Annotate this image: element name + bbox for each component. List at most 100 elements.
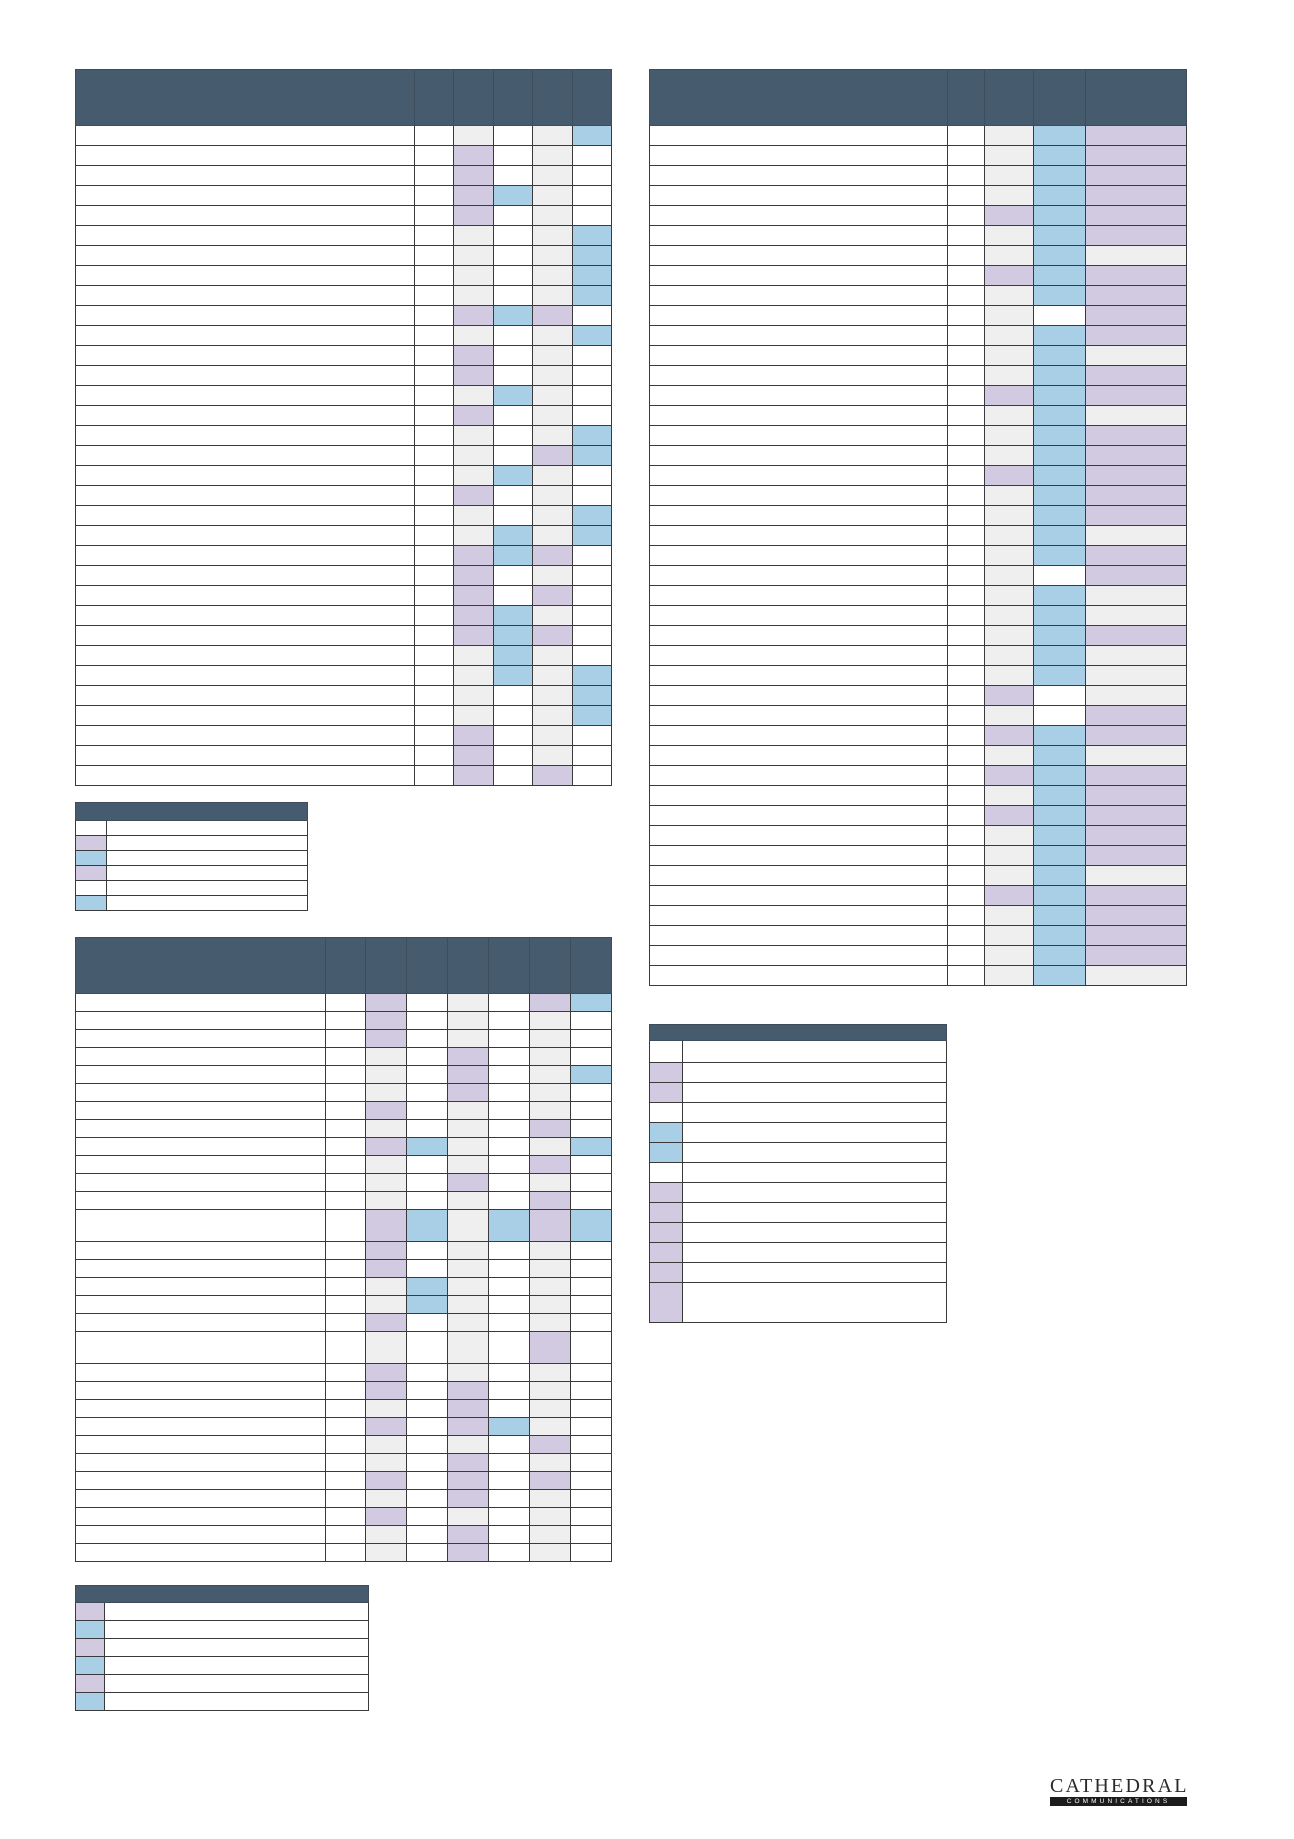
row-label-cell bbox=[75, 1525, 326, 1544]
status-cell bbox=[414, 525, 454, 546]
header-cell bbox=[493, 69, 533, 126]
status-cell bbox=[1033, 905, 1086, 926]
table-row bbox=[649, 225, 1187, 246]
legend-label-cell bbox=[682, 1242, 947, 1263]
status-cell bbox=[1033, 705, 1086, 726]
status-cell bbox=[532, 485, 573, 506]
row-label-cell bbox=[649, 725, 948, 746]
status-cell bbox=[1085, 505, 1187, 526]
status-cell bbox=[325, 1029, 366, 1048]
legend-row bbox=[649, 1062, 947, 1083]
status-cell bbox=[414, 765, 454, 786]
status-cell bbox=[325, 1417, 366, 1436]
status-cell bbox=[570, 1435, 612, 1454]
status-cell bbox=[365, 1381, 407, 1400]
status-cell bbox=[570, 1453, 612, 1472]
status-cell bbox=[572, 285, 612, 306]
row-label-cell bbox=[649, 125, 948, 146]
status-cell bbox=[325, 1259, 366, 1278]
status-cell bbox=[572, 445, 612, 466]
status-cell bbox=[947, 665, 985, 686]
status-cell bbox=[414, 365, 454, 386]
legend-row bbox=[649, 1142, 947, 1163]
table-row bbox=[649, 965, 1187, 986]
status-cell bbox=[365, 1155, 407, 1174]
legend-swatch bbox=[649, 1142, 683, 1163]
status-cell bbox=[414, 565, 454, 586]
status-cell bbox=[453, 225, 494, 246]
status-cell bbox=[447, 1029, 489, 1048]
status-cell bbox=[947, 725, 985, 746]
status-cell bbox=[572, 765, 612, 786]
legend-swatch bbox=[649, 1082, 683, 1103]
status-cell bbox=[532, 565, 573, 586]
status-cell bbox=[414, 465, 454, 486]
legend-row bbox=[75, 1656, 369, 1675]
status-cell bbox=[529, 1399, 571, 1418]
legend-row bbox=[75, 1692, 369, 1711]
status-cell bbox=[447, 993, 489, 1012]
status-cell bbox=[325, 1331, 366, 1364]
status-cell bbox=[572, 645, 612, 666]
status-cell bbox=[414, 245, 454, 266]
status-cell bbox=[570, 1047, 612, 1066]
row-label-cell bbox=[75, 625, 415, 646]
row-label-cell bbox=[75, 145, 415, 166]
status-cell bbox=[947, 545, 985, 566]
status-cell bbox=[453, 325, 494, 346]
status-cell bbox=[1085, 585, 1187, 606]
table-row bbox=[75, 225, 612, 246]
status-cell bbox=[984, 585, 1034, 606]
header-cell bbox=[984, 69, 1034, 126]
status-cell bbox=[1085, 665, 1187, 686]
table-row bbox=[75, 265, 612, 286]
row-label-cell bbox=[75, 265, 415, 286]
legend-label-cell bbox=[104, 1602, 369, 1621]
row-label-cell bbox=[649, 185, 948, 206]
legend-row bbox=[649, 1162, 947, 1183]
table-row bbox=[75, 665, 612, 686]
status-cell bbox=[984, 205, 1034, 226]
status-cell bbox=[1085, 745, 1187, 766]
status-cell bbox=[1085, 205, 1187, 226]
header-cell bbox=[406, 937, 448, 994]
legend-header bbox=[649, 1024, 947, 1041]
status-cell bbox=[325, 1065, 366, 1084]
legend-row bbox=[75, 820, 308, 836]
status-cell bbox=[1033, 845, 1086, 866]
status-cell bbox=[325, 1047, 366, 1066]
status-cell bbox=[365, 1435, 407, 1454]
status-cell bbox=[365, 1259, 407, 1278]
status-cell bbox=[570, 1381, 612, 1400]
header-cell bbox=[488, 937, 530, 994]
status-cell bbox=[365, 1399, 407, 1418]
status-cell bbox=[447, 1399, 489, 1418]
status-cell bbox=[947, 225, 985, 246]
status-cell bbox=[493, 665, 533, 686]
legend-row bbox=[75, 865, 308, 881]
legend-row bbox=[649, 1040, 947, 1063]
status-cell bbox=[570, 1489, 612, 1508]
status-cell bbox=[447, 1155, 489, 1174]
status-cell bbox=[453, 765, 494, 786]
row-label-cell bbox=[75, 325, 415, 346]
status-cell bbox=[947, 705, 985, 726]
legend-swatch bbox=[649, 1040, 683, 1063]
status-cell bbox=[947, 345, 985, 366]
status-cell bbox=[984, 785, 1034, 806]
status-cell bbox=[1033, 765, 1086, 786]
status-cell bbox=[1085, 185, 1187, 206]
status-cell bbox=[414, 285, 454, 306]
status-cell bbox=[488, 1241, 530, 1260]
status-cell bbox=[1085, 705, 1187, 726]
status-cell bbox=[529, 1489, 571, 1508]
status-cell bbox=[984, 285, 1034, 306]
status-cell bbox=[532, 745, 573, 766]
row-label-cell bbox=[649, 785, 948, 806]
status-cell bbox=[1085, 245, 1187, 266]
table-row bbox=[649, 625, 1187, 646]
legend-label-cell bbox=[106, 880, 308, 896]
status-cell bbox=[453, 745, 494, 766]
table-row bbox=[75, 1331, 612, 1364]
status-cell bbox=[529, 1543, 571, 1562]
